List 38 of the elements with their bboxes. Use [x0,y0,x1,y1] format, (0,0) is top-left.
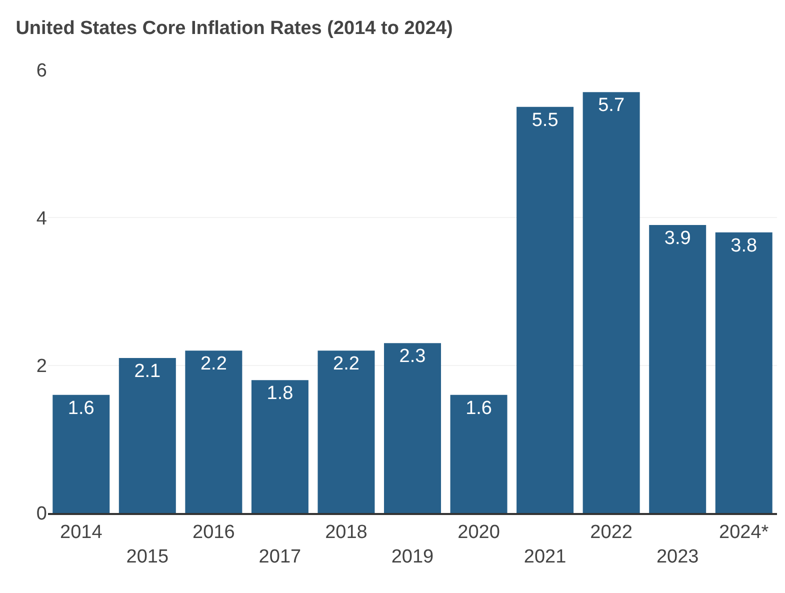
y-tick-label: 2 [36,356,47,377]
bar [450,394,508,513]
y-tick-label: 6 [36,60,47,82]
data-label: 5.5 [532,110,558,131]
data-label: 2.3 [399,346,426,368]
data-label: 1.6 [466,398,492,419]
data-label: 2.1 [134,360,161,382]
bar [649,225,706,513]
data-label: 1.8 [266,383,294,404]
x-tick-label: 2020 [458,522,500,543]
bar [318,350,375,513]
y-tick-label: 4 [36,208,48,230]
bar [52,394,110,513]
bar [118,358,176,513]
bar [582,92,640,513]
data-label: 3.9 [664,228,691,250]
x-tick-label: 2024* [719,522,770,543]
y-tick-label: 0 [36,504,47,525]
bar [185,350,242,513]
data-label: 2.2 [200,354,227,375]
x-tick-label: 2021 [524,546,566,568]
bar [384,343,441,513]
bar [715,232,772,513]
x-tick-label: 2016 [192,522,235,543]
bar [251,380,308,513]
data-label: 5.7 [598,95,625,116]
data-label: 2.2 [333,354,360,375]
x-tick-label: 2019 [391,546,434,568]
x-tick-label: 2022 [590,522,632,543]
x-tick-label: 2014 [60,522,103,543]
x-tick-label: 2023 [656,546,699,568]
x-tick-label: 2015 [126,546,169,568]
x-tick-label: 2018 [325,522,368,543]
data-label: 1.6 [68,398,94,419]
data-label: 3.8 [730,235,758,256]
x-tick-label: 2017 [258,546,302,568]
bar [516,106,574,513]
chart-title: United States Core Inflation Rates (2014 to 2024) [16,18,453,40]
